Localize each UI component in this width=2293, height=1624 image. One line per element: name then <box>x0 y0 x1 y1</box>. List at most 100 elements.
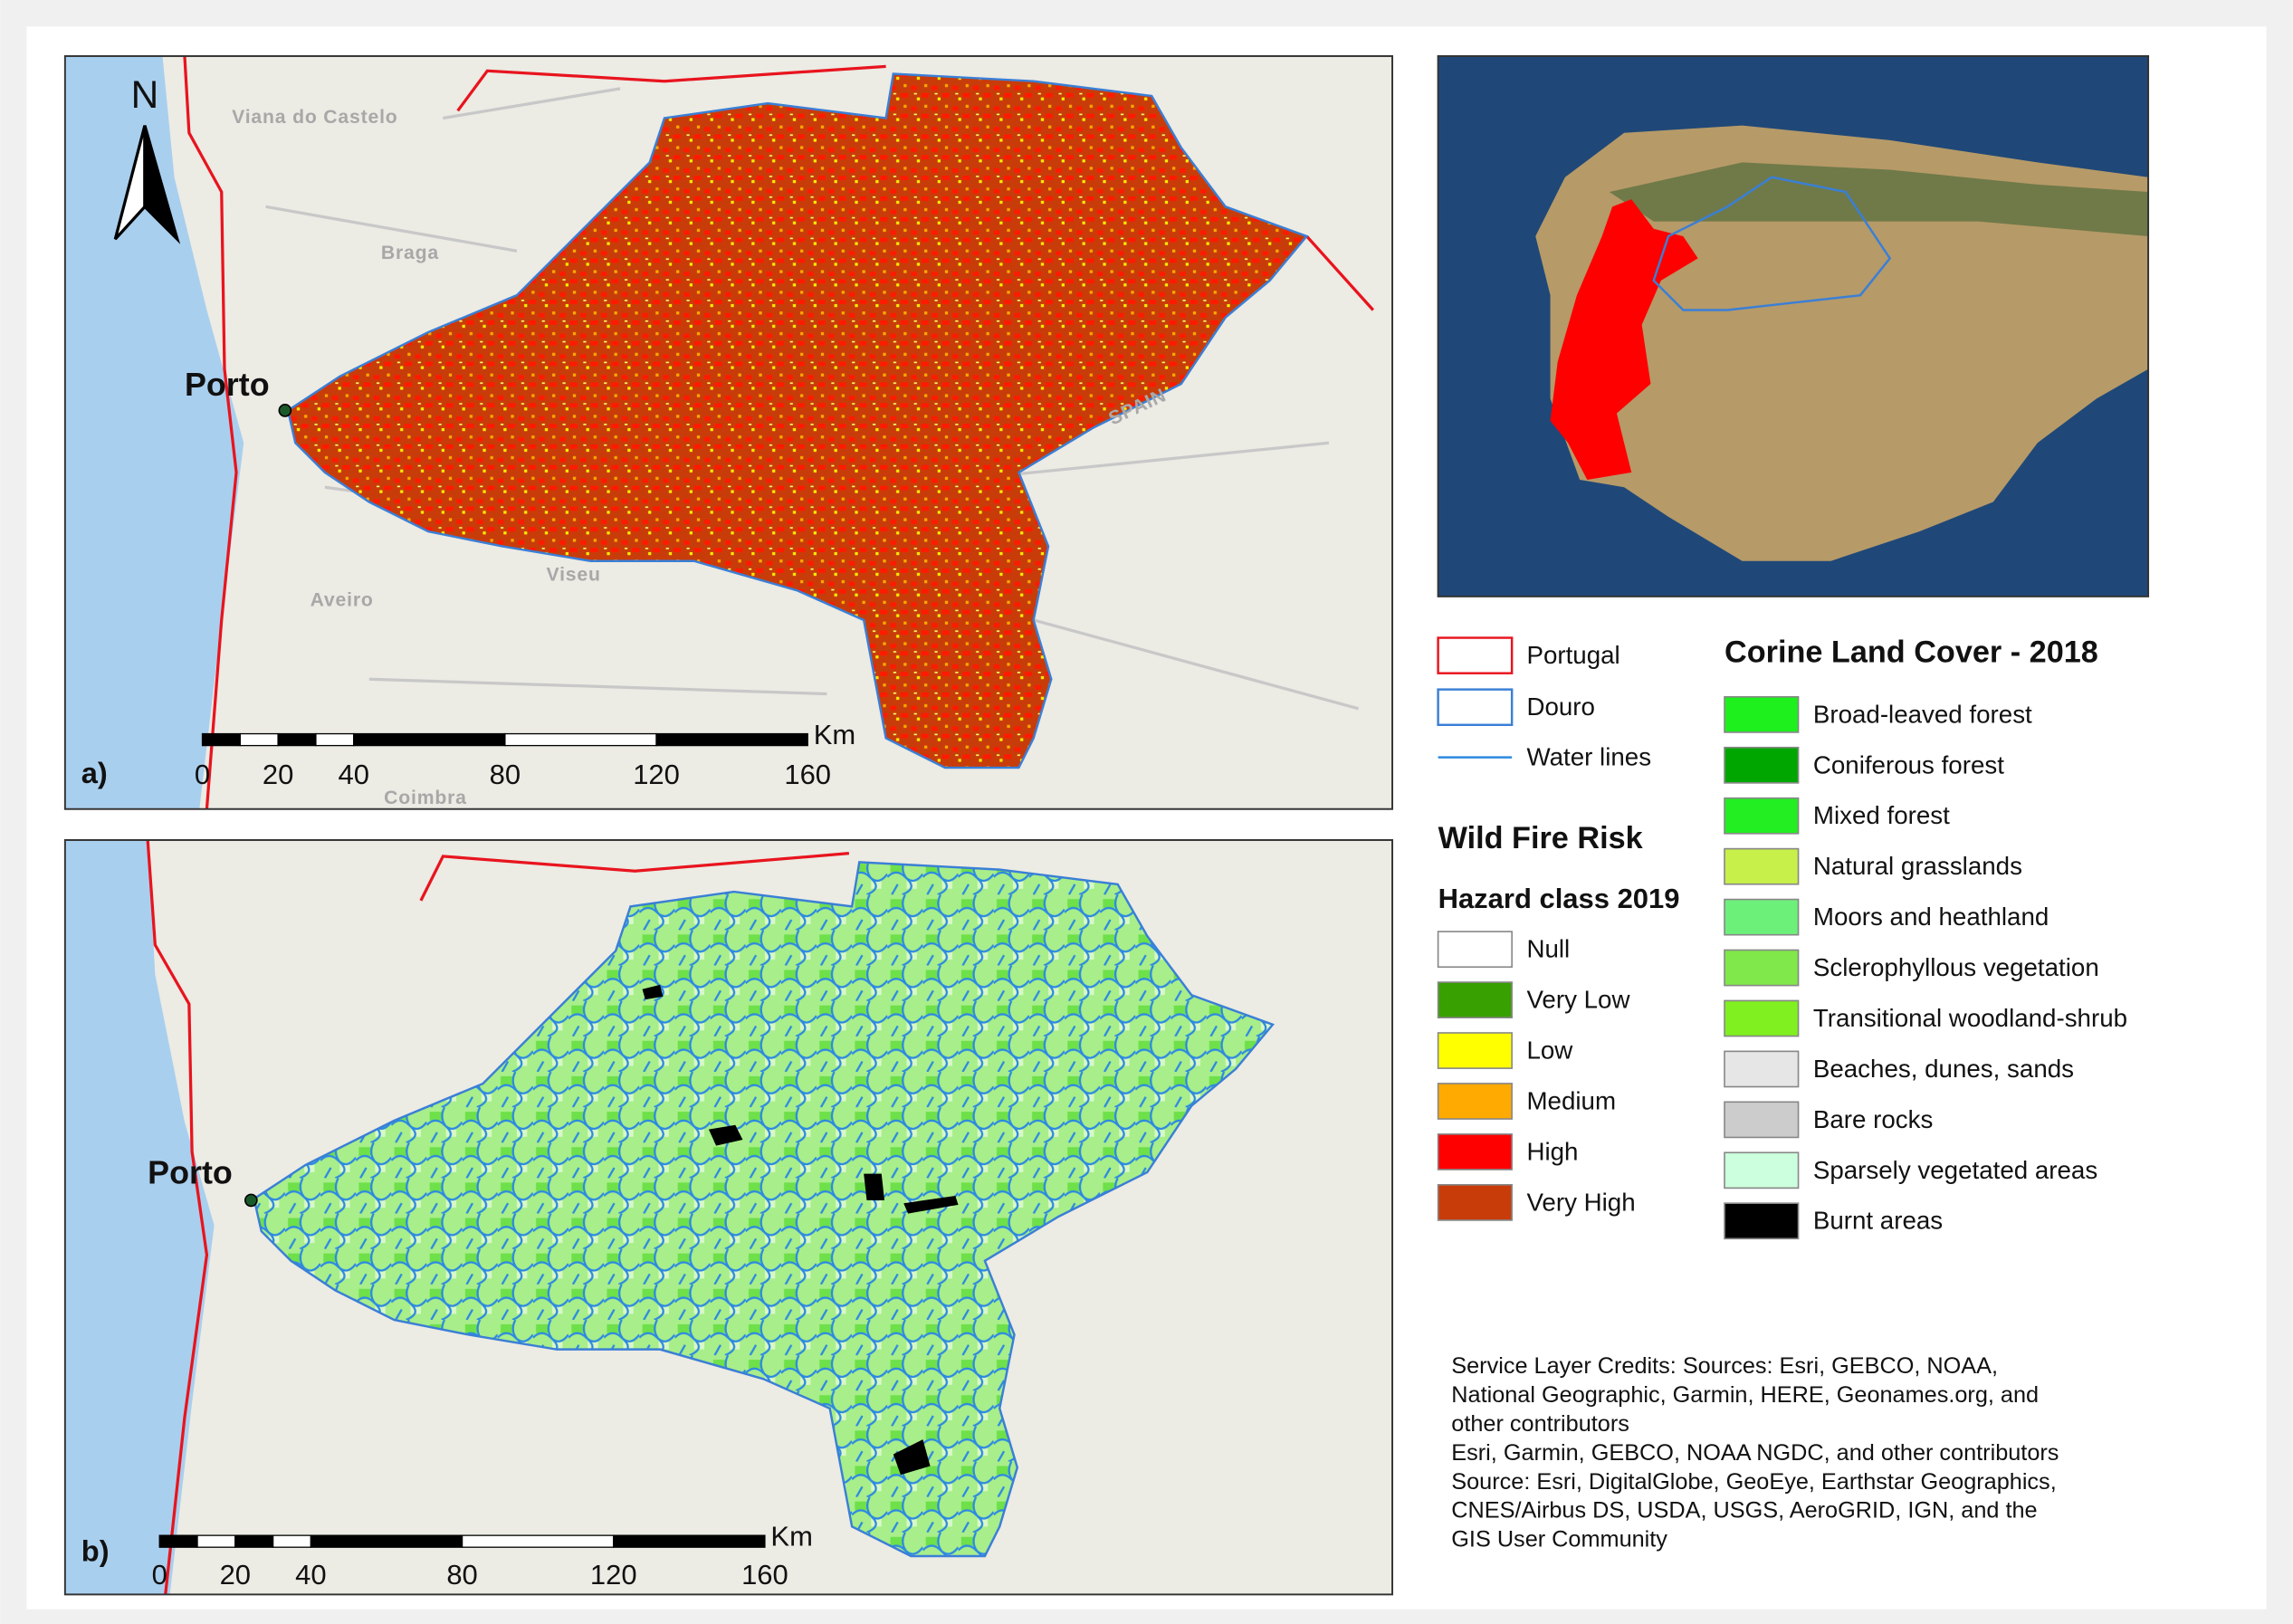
scale-segment <box>158 1534 198 1548</box>
credits-line: CNES/Airbus DS, USDA, USGS, AeroGRID, IG… <box>1451 1498 2037 1524</box>
place-label: Coimbra <box>384 788 467 808</box>
place-label: Viana do Castelo <box>232 107 397 128</box>
scale-segment <box>504 732 657 747</box>
legend-label: High <box>1526 1137 1578 1165</box>
scale-segment <box>655 732 808 747</box>
inset-land <box>1535 125 2149 561</box>
scale-segment <box>201 732 241 747</box>
scale-segment <box>234 1534 274 1548</box>
place-label: Aveiro <box>311 589 374 610</box>
map-panel-b <box>63 839 1394 1596</box>
inset-north <box>1609 162 2149 236</box>
credits-line: National Geographic, Garmin, HERE, Geona… <box>1451 1382 2039 1408</box>
legend-swatch <box>1724 949 1800 987</box>
legend-label: Bare rocks <box>1813 1105 1933 1133</box>
inset-douro <box>1652 176 1892 311</box>
credits-line: other contributors <box>1451 1411 1629 1437</box>
legend-swatch <box>1724 1050 1800 1088</box>
legend-label: Very High <box>1526 1188 1635 1216</box>
legend-outline <box>1437 636 1514 674</box>
legend-swatch <box>1724 746 1800 784</box>
legend-outline <box>1437 688 1514 726</box>
north-label: N <box>131 73 159 116</box>
legend-swatch <box>1437 1083 1513 1120</box>
scale-tick-label: 120 <box>633 759 680 790</box>
legend-label: Burnt areas <box>1813 1207 1943 1235</box>
credits-line: Service Layer Credits: Sources: Esri, GE… <box>1451 1353 1998 1379</box>
legend-label: Broad-leaved forest <box>1813 700 2032 728</box>
legend-label: Medium <box>1526 1086 1616 1114</box>
panel-label: a) <box>81 756 108 789</box>
scale-segment <box>461 1534 615 1548</box>
scale-segment <box>353 732 506 747</box>
scale-tick-label: 40 <box>295 1559 326 1591</box>
legend-label: Beaches, dunes, sands <box>1813 1055 2074 1083</box>
douro-basin-risk <box>286 72 1309 769</box>
legend-swatch <box>1437 931 1513 969</box>
legend-label: Douro <box>1526 693 1595 721</box>
scale-tick-label: 20 <box>263 759 293 790</box>
legend-title: Corine Land Cover - 2018 <box>1725 635 2098 670</box>
scale-tick-label: 80 <box>446 1559 477 1591</box>
douro-basin-landcover <box>253 861 1275 1558</box>
portugal-border <box>183 55 1375 809</box>
scale-segment <box>277 732 317 747</box>
place-label: Viseu <box>547 565 601 586</box>
legend-swatch <box>1437 981 1513 1019</box>
scale-segment <box>239 732 279 747</box>
map-b <box>64 839 1393 1595</box>
scale-tick-label: 160 <box>784 759 831 790</box>
scale-tick-label: 160 <box>741 1559 788 1591</box>
credits-line: Esri, Garmin, GEBCO, NOAA NGDC, and othe… <box>1451 1440 2059 1466</box>
scale-segment <box>613 1534 766 1548</box>
legend-label: Natural grasslands <box>1813 852 2022 880</box>
scale-tick-label: 0 <box>195 759 210 790</box>
legend-label: Sparsely vegetated areas <box>1813 1156 2097 1184</box>
scale-unit: Km <box>814 719 855 750</box>
scale-segment <box>315 732 355 747</box>
city-label: Porto <box>185 367 270 403</box>
legend-swatch <box>1437 1133 1513 1170</box>
porto-dot <box>244 1193 258 1208</box>
inset-portugal <box>1550 199 1698 481</box>
scale-segment <box>310 1534 463 1548</box>
north-arrow-right <box>143 125 181 244</box>
legend-label: Mixed forest <box>1813 801 1950 829</box>
scale-tick-label: 0 <box>152 1559 167 1591</box>
panel-label: b) <box>81 1533 110 1567</box>
sea <box>64 55 244 809</box>
sea <box>64 839 215 1595</box>
scale-tick-label: 80 <box>490 759 521 790</box>
scale-tick-label: 40 <box>338 759 368 790</box>
legend-swatch <box>1724 695 1800 733</box>
legend-swatch <box>1724 797 1800 835</box>
legend-label: Portugal <box>1526 641 1619 669</box>
porto-dot <box>278 404 292 417</box>
legend-label: Coniferous forest <box>1813 750 2004 779</box>
credits-line: GIS User Community <box>1451 1527 1667 1552</box>
legend-label: Very Low <box>1526 986 1630 1014</box>
legend-label: Null <box>1526 935 1570 963</box>
scale-segment <box>272 1534 312 1548</box>
portugal-border <box>146 839 850 1595</box>
panel-border <box>63 839 1394 1596</box>
inset-border <box>1437 54 2150 597</box>
legend-swatch <box>1724 898 1800 936</box>
legend-title: Wild Fire Risk <box>1438 821 1644 855</box>
scale-unit: Km <box>770 1521 812 1552</box>
legend-swatch <box>1724 1202 1800 1240</box>
legend-label: Water lines <box>1526 743 1651 771</box>
legend-swatch <box>1724 1151 1800 1189</box>
credits-line: Source: Esri, DigitalGlobe, GeoEye, Eart… <box>1451 1469 2056 1495</box>
legend-label: Sclerophyllous vegetation <box>1813 953 2099 981</box>
map-panel-a <box>63 54 1394 810</box>
legend-swatch <box>1724 999 1800 1037</box>
scale-tick-label: 120 <box>590 1559 637 1591</box>
city-label: Porto <box>148 1155 233 1191</box>
scale-tick-label: 20 <box>220 1559 251 1591</box>
legend-label: Transitional woodland-shrub <box>1813 1004 2127 1032</box>
legend-swatch <box>1724 847 1800 885</box>
map-a <box>64 55 1393 809</box>
